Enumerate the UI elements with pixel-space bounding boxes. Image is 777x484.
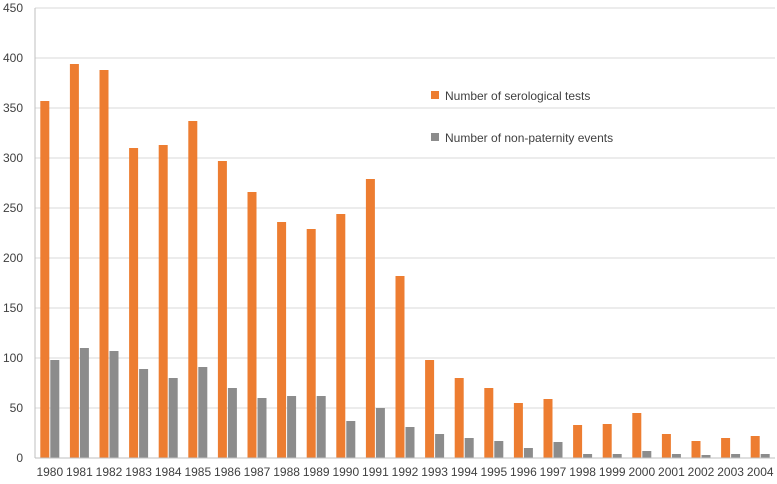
serological-tests-bar-2000 bbox=[632, 413, 642, 458]
x-tick-label: 1990 bbox=[332, 465, 359, 479]
non-paternity-events-bar-1996 bbox=[523, 448, 533, 458]
non-paternity-events-bar-1992 bbox=[405, 427, 415, 458]
y-tick-label: 200 bbox=[3, 251, 23, 265]
x-tick-label: 1988 bbox=[273, 465, 300, 479]
serological-tests-bar-1980 bbox=[40, 101, 50, 458]
x-tick-label: 1985 bbox=[184, 465, 211, 479]
serological-tests-bar-1990 bbox=[336, 214, 346, 458]
non-paternity-events-bar-2000 bbox=[642, 451, 652, 458]
non-paternity-events-bar-1999 bbox=[612, 454, 622, 458]
x-tick-label: 1999 bbox=[599, 465, 626, 479]
serological-tests-bar-2003 bbox=[721, 438, 731, 458]
non-paternity-events-bar-1989 bbox=[316, 396, 326, 458]
non-paternity-events-bar-1988 bbox=[287, 396, 297, 458]
serological-tests-bar-1992 bbox=[395, 276, 405, 458]
non-paternity-events-bar-1998 bbox=[583, 454, 593, 458]
serological-tests-bar-1984 bbox=[158, 145, 168, 458]
y-tick-label: 300 bbox=[3, 151, 23, 165]
serological-tests-bar-1999 bbox=[602, 424, 612, 458]
x-axis-tick-labels: 1980 1981 1982 1983 1984 1985 1986 1987 1988 1989… bbox=[36, 465, 773, 479]
serological-tests-bar-1995 bbox=[484, 388, 494, 458]
x-tick-label: 1980 bbox=[36, 465, 63, 479]
non-paternity-events-bar-1982 bbox=[109, 351, 119, 458]
x-tick-label: 1989 bbox=[303, 465, 330, 479]
non-paternity-events-bar-1997 bbox=[553, 442, 563, 458]
y-tick-label: 100 bbox=[3, 351, 23, 365]
serological-tests-bar-2002 bbox=[691, 441, 701, 458]
serological-tests-bar-2004 bbox=[750, 436, 760, 458]
serological-tests-bar-1994 bbox=[454, 378, 464, 458]
non-paternity-events-bar-2001 bbox=[671, 454, 681, 458]
serological-tests-bar-2001 bbox=[661, 434, 671, 458]
x-tick-label: 2003 bbox=[717, 465, 744, 479]
x-tick-label: 1983 bbox=[125, 465, 152, 479]
x-tick-label: 1996 bbox=[510, 465, 537, 479]
serological-tests-bar-1987 bbox=[247, 192, 257, 458]
y-tick-label: 0 bbox=[16, 451, 23, 465]
non-paternity-events-bar-1994 bbox=[464, 438, 474, 458]
serological-tests-bar-1981 bbox=[69, 64, 79, 458]
x-tick-label: 2004 bbox=[747, 465, 774, 479]
x-tick-label: 1997 bbox=[540, 465, 567, 479]
x-tick-label: 1998 bbox=[569, 465, 596, 479]
non-paternity-events-bar-2002 bbox=[701, 455, 711, 458]
non-paternity-events-bar-1995 bbox=[494, 441, 504, 458]
x-tick-label: 1984 bbox=[155, 465, 182, 479]
x-tick-label: 1993 bbox=[421, 465, 448, 479]
x-tick-label: 1992 bbox=[392, 465, 419, 479]
serological-tests-bar-1982 bbox=[99, 70, 109, 458]
serological-tests-bar-1991 bbox=[365, 179, 375, 458]
non-paternity-events-bar-2004 bbox=[760, 454, 770, 458]
non-paternity-events-bar-1984 bbox=[168, 378, 178, 458]
non-paternity-events-bar-1980 bbox=[50, 360, 60, 458]
non-paternity-events-bar-2003 bbox=[731, 454, 741, 458]
legend: Number of serological tests Number of no… bbox=[431, 89, 613, 145]
serological-tests-bar-1989 bbox=[306, 229, 316, 458]
non-paternity-events-bar-1983 bbox=[139, 369, 149, 458]
non-paternity-events-bar-1986 bbox=[227, 388, 237, 458]
x-tick-label: 1994 bbox=[451, 465, 478, 479]
x-tick-label: 2002 bbox=[688, 465, 715, 479]
y-tick-label: 150 bbox=[3, 301, 23, 315]
y-axis-tick-labels: 0 50 100 150 200 250 300 350 400 450 bbox=[3, 1, 23, 465]
serological-tests-bar-1997 bbox=[543, 399, 553, 458]
y-tick-label: 450 bbox=[3, 1, 23, 15]
serological-tests-bar-1996 bbox=[513, 403, 523, 458]
x-tick-label: 2000 bbox=[628, 465, 655, 479]
x-tick-label: 1986 bbox=[214, 465, 241, 479]
bars bbox=[40, 64, 770, 458]
legend-label-non-paternity-events: Number of non-paternity events bbox=[445, 131, 613, 145]
x-tick-label: 1987 bbox=[244, 465, 271, 479]
serological-tests-bar-1985 bbox=[188, 121, 198, 458]
serological-tests-bar-1986 bbox=[217, 161, 227, 458]
x-tick-label: 1991 bbox=[362, 465, 389, 479]
non-paternity-events-bar-1990 bbox=[346, 421, 356, 458]
legend-swatch-serological-tests bbox=[431, 91, 439, 99]
x-tick-label: 1981 bbox=[66, 465, 93, 479]
serological-tests-bar-1983 bbox=[129, 148, 139, 458]
legend-swatch-non-paternity-events bbox=[431, 133, 439, 141]
non-paternity-events-bar-1991 bbox=[375, 408, 385, 458]
non-paternity-events-bar-1987 bbox=[257, 398, 267, 458]
y-tick-label: 50 bbox=[10, 401, 24, 415]
x-tick-label: 2001 bbox=[658, 465, 685, 479]
legend-label-serological-tests: Number of serological tests bbox=[445, 89, 590, 103]
non-paternity-events-bar-1993 bbox=[435, 434, 445, 458]
gridlines bbox=[35, 7, 775, 409]
non-paternity-events-bar-1985 bbox=[198, 367, 208, 458]
serological-tests-bar-1993 bbox=[425, 360, 435, 458]
serological-tests-bar-1988 bbox=[277, 222, 287, 458]
y-tick-label: 250 bbox=[3, 201, 23, 215]
x-tick-label: 1982 bbox=[96, 465, 123, 479]
y-tick-label: 400 bbox=[3, 51, 23, 65]
non-paternity-events-bar-1981 bbox=[79, 348, 89, 458]
x-tick-label: 1995 bbox=[480, 465, 507, 479]
serological-tests-bar-1998 bbox=[573, 425, 583, 458]
y-tick-label: 350 bbox=[3, 101, 23, 115]
